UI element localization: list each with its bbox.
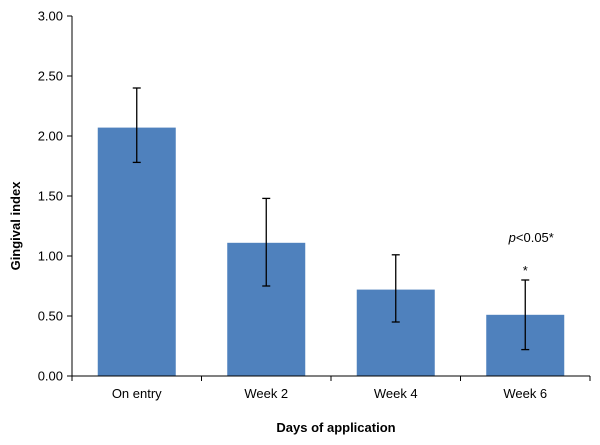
- pvalue-suffix: <0.05*: [516, 230, 554, 245]
- significance-marker: *: [523, 263, 528, 278]
- pvalue-prefix: p: [508, 230, 516, 245]
- y-axis-ticks: 0.00 0.50 1.00 1.50 2.00 2.50 3.00: [38, 9, 591, 384]
- x-tick-label: Week 4: [374, 386, 418, 401]
- y-axis-title: Gingival index: [8, 181, 23, 271]
- bars-group: [97, 127, 565, 376]
- error-bars-group: [132, 87, 530, 351]
- y-tick-label: 0.50: [38, 309, 63, 324]
- y-tick-label: 1.00: [38, 249, 63, 264]
- x-axis-labels: On entry Week 2 Week 4 Week 6: [112, 386, 547, 401]
- x-tick-label: Week 2: [244, 386, 288, 401]
- x-tick-label: Week 6: [503, 386, 547, 401]
- y-tick-label: 3.00: [38, 9, 63, 24]
- y-tick-label: 2.00: [38, 129, 63, 144]
- y-tick-label: 0.00: [38, 369, 63, 384]
- y-tick-label: 2.50: [38, 69, 63, 84]
- y-tick-label: 1.50: [38, 189, 63, 204]
- x-tick-label: On entry: [112, 386, 162, 401]
- pvalue-annotation: p<0.05*: [508, 230, 554, 245]
- x-axis-title: Days of application: [276, 420, 395, 435]
- bar: [97, 127, 176, 376]
